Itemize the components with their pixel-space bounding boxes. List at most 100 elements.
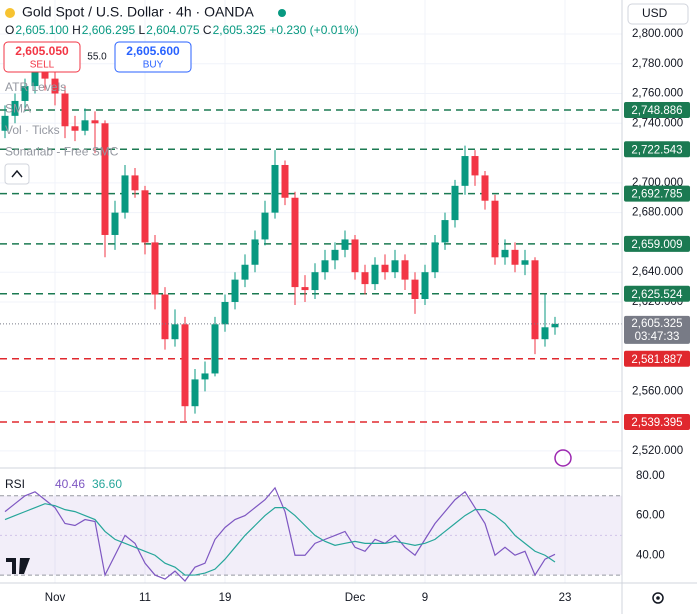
- rsi-ma-value: 36.60: [92, 477, 122, 491]
- candle-body: [201, 373, 209, 380]
- level-label: 2,659.009: [631, 239, 682, 251]
- candle-body: [351, 239, 359, 273]
- symbol-title: Gold Spot / U.S. Dollar · 4h · OANDA: [22, 4, 255, 20]
- candle-body: [71, 126, 79, 131]
- level-label-box: [624, 185, 690, 202]
- y-tick-label: 2,740.000: [632, 117, 683, 129]
- collapse-arrow: [11, 169, 23, 178]
- rsi-tick-label: 40.00: [636, 549, 665, 561]
- candle-body: [1, 115, 9, 131]
- candle-body: [381, 264, 389, 273]
- candle-body: [81, 120, 89, 131]
- level-label-box: [624, 102, 690, 119]
- buy-label[interactable]: BUY: [143, 60, 164, 71]
- level-label-box: [624, 285, 690, 302]
- candle-body: [291, 197, 299, 288]
- candle-body: [151, 242, 159, 295]
- candle-body: [181, 324, 189, 407]
- candle-body: [501, 249, 509, 258]
- candle-body: [521, 260, 529, 265]
- level-label: 2,722.543: [631, 144, 682, 156]
- y-tick-label: 2,780.000: [632, 58, 683, 70]
- candle-body: [421, 272, 429, 299]
- alert-icon[interactable]: [554, 449, 572, 467]
- candle-body: [131, 175, 139, 191]
- candle-body: [411, 279, 419, 299]
- spread: 55.0: [87, 52, 107, 63]
- market-dot: [278, 9, 286, 17]
- candle-body: [451, 185, 459, 221]
- ohlc-key: C: [203, 23, 212, 37]
- x-tick-label: 9: [422, 592, 428, 604]
- candle-body: [461, 156, 469, 186]
- candle-body: [271, 164, 279, 213]
- last-price-label: 2,605.325: [631, 318, 682, 330]
- currency-button[interactable]: [627, 3, 689, 25]
- x-tick-label: 19: [219, 592, 232, 604]
- candle-body: [21, 86, 29, 101]
- ohlc-key: L: [138, 23, 145, 37]
- tv-logo-mark: [6, 558, 30, 574]
- candle-body: [361, 272, 369, 285]
- candle-body: [251, 239, 259, 265]
- candle-body: [161, 294, 169, 340]
- candle-body: [231, 279, 239, 302]
- x-tick-label: Dec: [345, 592, 366, 604]
- ohlc-key: O: [5, 23, 14, 37]
- level-label: 2,625.524: [631, 289, 683, 301]
- ohlc-key: H: [72, 23, 81, 37]
- y-tick-label: 2,760.000: [632, 88, 683, 100]
- level-label: 2,748.886: [631, 105, 682, 117]
- candle-body: [241, 264, 249, 280]
- y-tick-label: 2,640.000: [632, 266, 683, 278]
- indicator-label[interactable]: Sonarlab - Free SMC: [5, 145, 119, 159]
- level-label: 2,539.395: [631, 417, 682, 429]
- candle-body: [511, 249, 519, 265]
- candle-body: [221, 301, 229, 325]
- candle-body: [371, 264, 379, 285]
- ohlc: O2,605.100 H2,606.295 L2,604.075 C2,605.…: [5, 23, 359, 37]
- candle-body: [321, 260, 329, 273]
- indicator-label[interactable]: SMA: [5, 102, 31, 116]
- candle-body: [491, 200, 499, 258]
- rsi-tick-label: 80.00: [636, 470, 665, 482]
- candle-body: [61, 93, 69, 127]
- indicator-label[interactable]: Vol · Ticks: [5, 123, 60, 137]
- x-tick-label: Nov: [45, 592, 66, 604]
- sell-price[interactable]: 2,605.050: [15, 44, 69, 58]
- sell-label[interactable]: SELL: [30, 60, 55, 71]
- ohlc-value: 2,604.075: [146, 23, 200, 37]
- candle-body: [341, 239, 349, 250]
- candle-body: [431, 242, 439, 273]
- candle-body: [301, 287, 309, 291]
- rsi-line: [4, 486, 556, 582]
- sell-button[interactable]: [3, 41, 81, 73]
- candle-body: [471, 156, 479, 176]
- candle-body: [311, 272, 319, 291]
- y-tick-label: 2,680.000: [632, 207, 683, 219]
- candle-body: [51, 78, 59, 94]
- level-label: 2,581.887: [631, 354, 682, 366]
- candle-body: [541, 327, 549, 340]
- y-tick-label: 2,560.000: [632, 385, 683, 397]
- candle-body: [551, 323, 559, 328]
- collapse-button[interactable]: [4, 163, 30, 185]
- y-tick-label: 2,520.000: [632, 445, 683, 457]
- settings-icon[interactable]: [652, 592, 664, 604]
- change: +0.230 (+0.01%): [269, 23, 358, 37]
- candle-body: [481, 175, 489, 201]
- candle-body: [141, 190, 149, 243]
- candle-body: [11, 100, 19, 116]
- buy-button[interactable]: [114, 41, 192, 73]
- buy-price[interactable]: 2,605.600: [126, 44, 180, 58]
- candle-body: [191, 379, 199, 407]
- level-label-box: [624, 413, 690, 430]
- settings-icon-center: [656, 596, 660, 600]
- currency[interactable]: USD: [642, 6, 668, 20]
- candle-body: [101, 123, 109, 235]
- candle-body: [401, 260, 409, 280]
- indicator-label[interactable]: ATR Levels: [5, 80, 66, 94]
- candle-body: [331, 249, 339, 261]
- candle-body: [31, 71, 39, 87]
- candle-body: [261, 212, 269, 240]
